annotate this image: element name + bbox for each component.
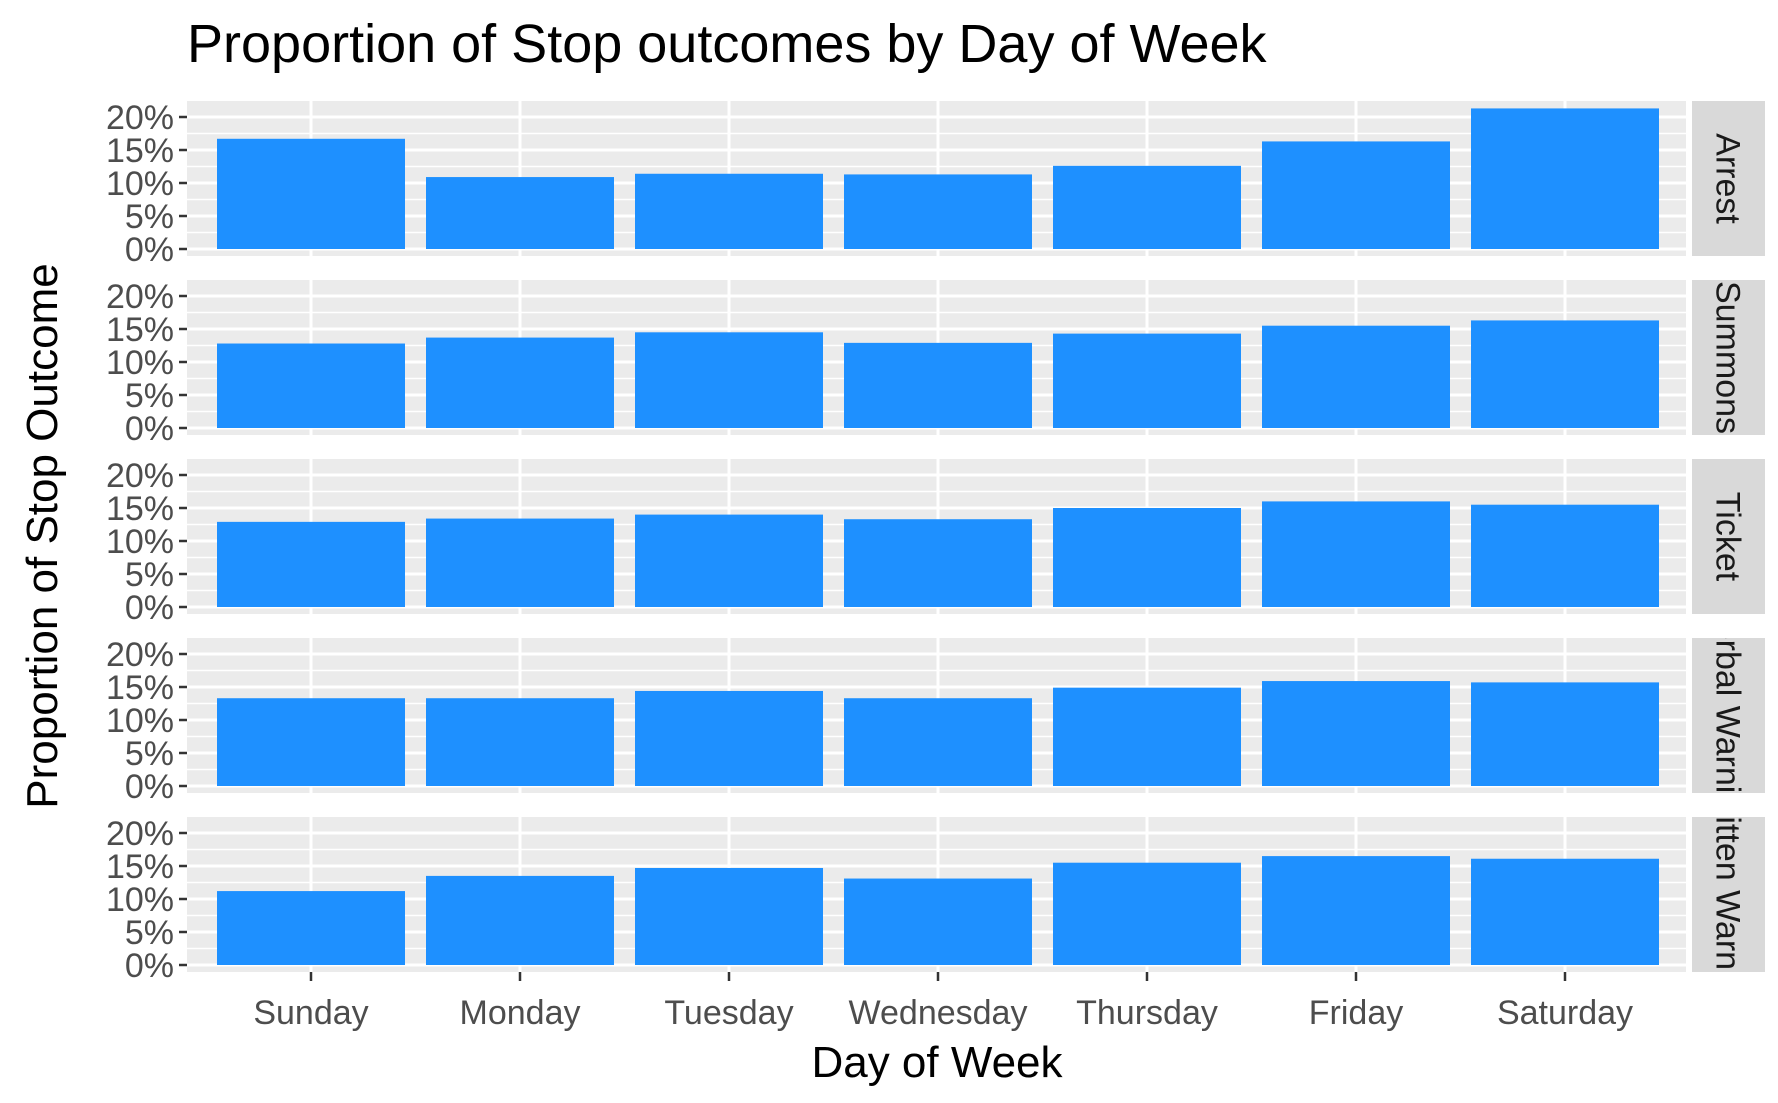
bar-tuesday	[635, 514, 823, 607]
bar-monday	[426, 177, 614, 249]
bar-thursday	[1053, 333, 1241, 428]
y-tick-label: 5%	[125, 735, 174, 773]
bar-wednesday	[844, 174, 1032, 249]
bar-friday	[1262, 325, 1450, 428]
bar-wednesday	[844, 519, 1032, 607]
facet-strip-label: Written Warning	[1709, 774, 1747, 1016]
y-tick-label: 15%	[106, 132, 174, 170]
bar-friday	[1262, 856, 1450, 965]
bar-monday	[426, 698, 614, 786]
bar-wednesday	[844, 878, 1032, 965]
bar-thursday	[1053, 165, 1241, 249]
x-tick-label-sunday: Sunday	[253, 994, 368, 1032]
y-axis-title: Proportion of Stop Outcome	[18, 263, 67, 808]
y-tick-label: 5%	[125, 377, 174, 415]
bar-monday	[426, 875, 614, 965]
facet-panel-3: 0%5%10%15%20% Verbal Warning	[106, 600, 1765, 831]
y-tick-label: 0%	[125, 589, 174, 627]
facet-strip-label: Ticket	[1709, 492, 1747, 582]
facet-panel-4: 0%5%10%15%20% Written Warning	[106, 774, 1765, 1016]
bar-monday	[426, 518, 614, 607]
bar-thursday	[1053, 687, 1241, 786]
y-tick-label: 5%	[125, 914, 174, 952]
bar-sunday	[217, 521, 405, 607]
bar-sunday	[217, 138, 405, 249]
y-tick-label: 5%	[125, 198, 174, 236]
bar-wednesday	[844, 342, 1032, 428]
bar-sunday	[217, 891, 405, 965]
facet-strip	[1692, 817, 1765, 972]
facet-strip-label-group: Verbal Warning	[1709, 600, 1747, 831]
y-tick-label: 15%	[106, 848, 174, 886]
bar-friday	[1262, 501, 1450, 607]
bar-saturday	[1471, 320, 1659, 428]
bar-friday	[1262, 141, 1450, 249]
facet-strip-label-group: Summons	[1709, 281, 1747, 434]
chart-title: Proportion of Stop outcomes by Day of We…	[187, 14, 1268, 74]
y-tick-label: 20%	[106, 457, 174, 495]
y-tick-label: 0%	[125, 768, 174, 806]
y-tick-label: 5%	[125, 556, 174, 594]
x-tick-label-wednesday: Wednesday	[849, 994, 1028, 1032]
bar-tuesday	[635, 173, 823, 249]
y-tick-label: 10%	[106, 523, 174, 561]
facet-strip-label: Summons	[1709, 281, 1747, 434]
x-tick-label-tuesday: Tuesday	[664, 994, 793, 1032]
facet-strip-label: Verbal Warning	[1709, 600, 1747, 831]
y-tick-label: 0%	[125, 947, 174, 985]
y-tick-label: 10%	[106, 165, 174, 203]
x-tick-label-friday: Friday	[1309, 994, 1403, 1032]
facet-strip-label-group: Ticket	[1709, 492, 1747, 582]
y-tick-label: 20%	[106, 99, 174, 137]
x-tick-label-thursday: Thursday	[1076, 994, 1218, 1032]
bar-saturday	[1471, 108, 1659, 249]
y-tick-label: 10%	[106, 702, 174, 740]
y-tick-label: 10%	[106, 881, 174, 919]
y-tick-label: 20%	[106, 636, 174, 674]
bar-tuesday	[635, 690, 823, 786]
facet-strip	[1692, 459, 1765, 614]
facet-strip-label: Arrest	[1709, 133, 1747, 224]
bar-thursday	[1053, 508, 1241, 607]
bar-wednesday	[844, 698, 1032, 786]
facet-strip-label-group: Written Warning	[1709, 774, 1747, 1016]
x-tick-label-monday: Monday	[460, 994, 581, 1032]
x-tick-label-saturday: Saturday	[1497, 994, 1633, 1032]
facet-strip	[1692, 638, 1765, 793]
y-tick-label: 20%	[106, 278, 174, 316]
bar-saturday	[1471, 858, 1659, 965]
bar-sunday	[217, 343, 405, 428]
bar-saturday	[1471, 682, 1659, 786]
y-tick-label: 15%	[106, 311, 174, 349]
y-tick-label: 10%	[106, 344, 174, 382]
bar-sunday	[217, 698, 405, 786]
facet-strip-label-group: Arrest	[1709, 133, 1747, 224]
facet-panel-0: 0%5%10%15%20% Arrest	[106, 99, 1765, 269]
bar-monday	[426, 337, 614, 428]
y-tick-label: 15%	[106, 490, 174, 528]
y-tick-label: 0%	[125, 410, 174, 448]
y-tick-label: 0%	[125, 231, 174, 269]
bar-friday	[1262, 681, 1450, 786]
y-tick-label: 15%	[106, 669, 174, 707]
facet-panel-2: 0%5%10%15%20% Ticket	[106, 457, 1765, 627]
bar-saturday	[1471, 504, 1659, 607]
y-tick-label: 20%	[106, 815, 174, 853]
facet-strip	[1692, 101, 1765, 256]
bar-thursday	[1053, 862, 1241, 965]
bar-tuesday	[635, 332, 823, 428]
facet-strip	[1692, 280, 1765, 435]
x-axis-title: Day of Week	[811, 1038, 1063, 1087]
facet-panel-1: 0%5%10%15%20% Summons	[106, 278, 1765, 448]
bar-tuesday	[635, 867, 823, 965]
